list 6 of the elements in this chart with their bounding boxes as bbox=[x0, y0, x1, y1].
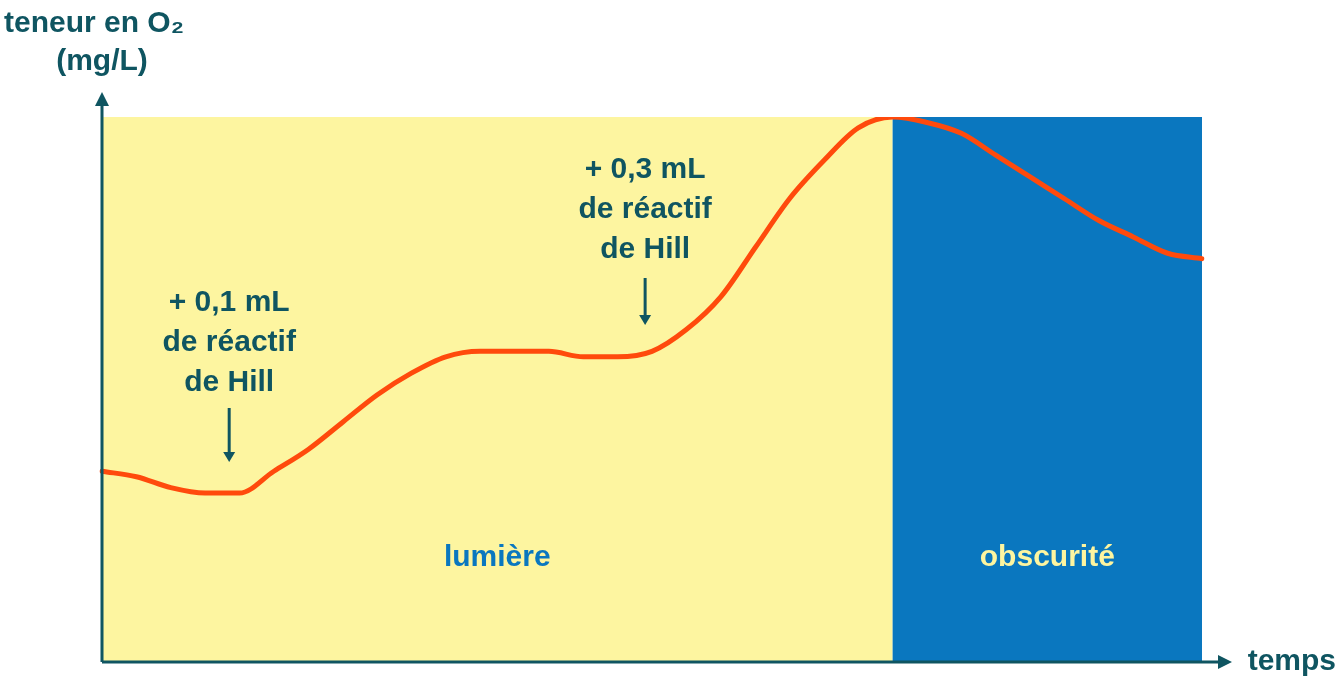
x-axis-title: temps bbox=[1247, 643, 1336, 677]
y-axis-title: teneur en O₂ (mg/L) bbox=[4, 5, 185, 77]
annotation: obscurité bbox=[979, 539, 1115, 573]
annotation: lumière bbox=[443, 539, 551, 573]
annotation: + 0,1 mL de réactif de Hill bbox=[162, 284, 297, 398]
annotation: + 0,3 mL de réactif de Hill bbox=[578, 151, 713, 265]
